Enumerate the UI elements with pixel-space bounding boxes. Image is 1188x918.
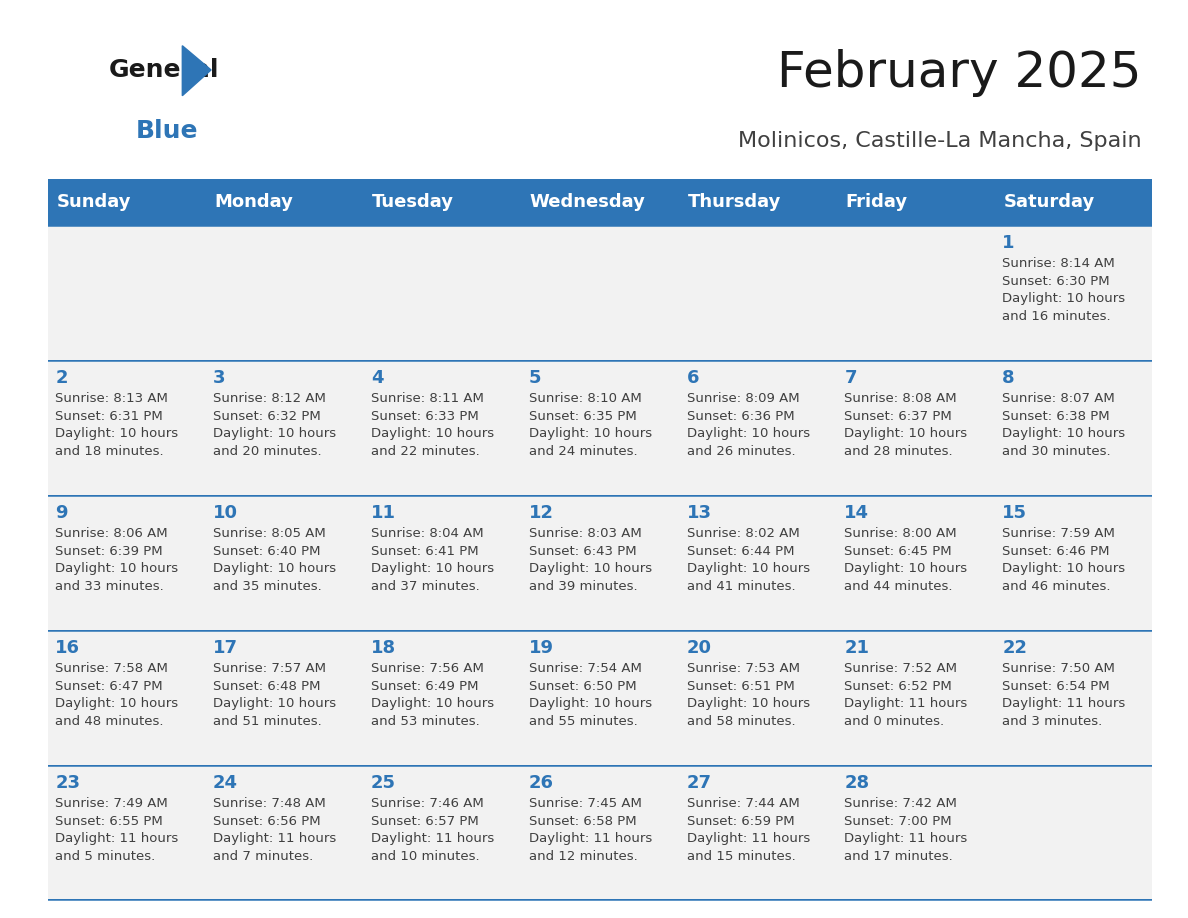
FancyBboxPatch shape — [48, 225, 1152, 360]
Text: 14: 14 — [845, 504, 870, 522]
Text: 4: 4 — [371, 369, 384, 387]
Text: 20: 20 — [687, 639, 712, 657]
Text: Sunrise: 7:56 AM
Sunset: 6:49 PM
Daylight: 10 hours
and 53 minutes.: Sunrise: 7:56 AM Sunset: 6:49 PM Dayligh… — [371, 662, 494, 728]
Text: 17: 17 — [213, 639, 238, 657]
Text: 22: 22 — [1003, 639, 1028, 657]
Text: Sunrise: 7:52 AM
Sunset: 6:52 PM
Daylight: 11 hours
and 0 minutes.: Sunrise: 7:52 AM Sunset: 6:52 PM Dayligh… — [845, 662, 968, 728]
Text: Sunrise: 8:08 AM
Sunset: 6:37 PM
Daylight: 10 hours
and 28 minutes.: Sunrise: 8:08 AM Sunset: 6:37 PM Dayligh… — [845, 392, 967, 458]
Text: Sunrise: 8:11 AM
Sunset: 6:33 PM
Daylight: 10 hours
and 22 minutes.: Sunrise: 8:11 AM Sunset: 6:33 PM Dayligh… — [371, 392, 494, 458]
Text: Sunrise: 7:50 AM
Sunset: 6:54 PM
Daylight: 11 hours
and 3 minutes.: Sunrise: 7:50 AM Sunset: 6:54 PM Dayligh… — [1003, 662, 1125, 728]
Text: Friday: Friday — [846, 193, 908, 211]
Text: Sunrise: 8:02 AM
Sunset: 6:44 PM
Daylight: 10 hours
and 41 minutes.: Sunrise: 8:02 AM Sunset: 6:44 PM Dayligh… — [687, 527, 810, 593]
Text: Sunrise: 7:45 AM
Sunset: 6:58 PM
Daylight: 11 hours
and 12 minutes.: Sunrise: 7:45 AM Sunset: 6:58 PM Dayligh… — [529, 797, 652, 863]
FancyBboxPatch shape — [48, 360, 1152, 495]
Text: General: General — [108, 58, 219, 82]
Text: Wednesday: Wednesday — [530, 193, 646, 211]
Text: 21: 21 — [845, 639, 870, 657]
Text: February 2025: February 2025 — [777, 49, 1142, 97]
Text: Sunrise: 8:05 AM
Sunset: 6:40 PM
Daylight: 10 hours
and 35 minutes.: Sunrise: 8:05 AM Sunset: 6:40 PM Dayligh… — [213, 527, 336, 593]
Polygon shape — [182, 46, 211, 95]
Text: Sunday: Sunday — [56, 193, 131, 211]
FancyBboxPatch shape — [48, 179, 1152, 225]
Text: Molinicos, Castille-La Mancha, Spain: Molinicos, Castille-La Mancha, Spain — [738, 131, 1142, 151]
Text: 5: 5 — [529, 369, 542, 387]
Text: Sunrise: 8:13 AM
Sunset: 6:31 PM
Daylight: 10 hours
and 18 minutes.: Sunrise: 8:13 AM Sunset: 6:31 PM Dayligh… — [56, 392, 178, 458]
Text: 25: 25 — [371, 774, 396, 792]
Text: 10: 10 — [213, 504, 238, 522]
Text: Sunrise: 7:49 AM
Sunset: 6:55 PM
Daylight: 11 hours
and 5 minutes.: Sunrise: 7:49 AM Sunset: 6:55 PM Dayligh… — [56, 797, 178, 863]
Text: Sunrise: 8:07 AM
Sunset: 6:38 PM
Daylight: 10 hours
and 30 minutes.: Sunrise: 8:07 AM Sunset: 6:38 PM Dayligh… — [1003, 392, 1125, 458]
Text: Tuesday: Tuesday — [372, 193, 454, 211]
FancyBboxPatch shape — [48, 495, 1152, 630]
Text: Sunrise: 8:09 AM
Sunset: 6:36 PM
Daylight: 10 hours
and 26 minutes.: Sunrise: 8:09 AM Sunset: 6:36 PM Dayligh… — [687, 392, 810, 458]
Text: Monday: Monday — [214, 193, 293, 211]
Text: Sunrise: 7:46 AM
Sunset: 6:57 PM
Daylight: 11 hours
and 10 minutes.: Sunrise: 7:46 AM Sunset: 6:57 PM Dayligh… — [371, 797, 494, 863]
Text: Sunrise: 7:53 AM
Sunset: 6:51 PM
Daylight: 10 hours
and 58 minutes.: Sunrise: 7:53 AM Sunset: 6:51 PM Dayligh… — [687, 662, 810, 728]
Text: 16: 16 — [56, 639, 81, 657]
Text: 19: 19 — [529, 639, 554, 657]
Text: Sunrise: 7:58 AM
Sunset: 6:47 PM
Daylight: 10 hours
and 48 minutes.: Sunrise: 7:58 AM Sunset: 6:47 PM Dayligh… — [56, 662, 178, 728]
Text: 26: 26 — [529, 774, 554, 792]
Text: Sunrise: 7:42 AM
Sunset: 7:00 PM
Daylight: 11 hours
and 17 minutes.: Sunrise: 7:42 AM Sunset: 7:00 PM Dayligh… — [845, 797, 968, 863]
Text: Saturday: Saturday — [1004, 193, 1094, 211]
Text: 11: 11 — [371, 504, 396, 522]
Text: 15: 15 — [1003, 504, 1028, 522]
Text: 18: 18 — [371, 639, 396, 657]
Text: 27: 27 — [687, 774, 712, 792]
Text: 6: 6 — [687, 369, 699, 387]
Text: 13: 13 — [687, 504, 712, 522]
Text: Sunrise: 8:04 AM
Sunset: 6:41 PM
Daylight: 10 hours
and 37 minutes.: Sunrise: 8:04 AM Sunset: 6:41 PM Dayligh… — [371, 527, 494, 593]
FancyBboxPatch shape — [48, 630, 1152, 765]
Text: Sunrise: 7:54 AM
Sunset: 6:50 PM
Daylight: 10 hours
and 55 minutes.: Sunrise: 7:54 AM Sunset: 6:50 PM Dayligh… — [529, 662, 652, 728]
Text: Sunrise: 8:03 AM
Sunset: 6:43 PM
Daylight: 10 hours
and 39 minutes.: Sunrise: 8:03 AM Sunset: 6:43 PM Dayligh… — [529, 527, 652, 593]
Text: Sunrise: 8:10 AM
Sunset: 6:35 PM
Daylight: 10 hours
and 24 minutes.: Sunrise: 8:10 AM Sunset: 6:35 PM Dayligh… — [529, 392, 652, 458]
Text: 8: 8 — [1003, 369, 1015, 387]
Text: 2: 2 — [56, 369, 68, 387]
Text: 28: 28 — [845, 774, 870, 792]
Text: 24: 24 — [213, 774, 238, 792]
Text: Sunrise: 7:57 AM
Sunset: 6:48 PM
Daylight: 10 hours
and 51 minutes.: Sunrise: 7:57 AM Sunset: 6:48 PM Dayligh… — [213, 662, 336, 728]
Text: Sunrise: 8:14 AM
Sunset: 6:30 PM
Daylight: 10 hours
and 16 minutes.: Sunrise: 8:14 AM Sunset: 6:30 PM Dayligh… — [1003, 257, 1125, 323]
FancyBboxPatch shape — [48, 765, 1152, 900]
Text: 3: 3 — [213, 369, 226, 387]
Text: Sunrise: 8:12 AM
Sunset: 6:32 PM
Daylight: 10 hours
and 20 minutes.: Sunrise: 8:12 AM Sunset: 6:32 PM Dayligh… — [213, 392, 336, 458]
Text: 9: 9 — [56, 504, 68, 522]
Text: Sunrise: 7:48 AM
Sunset: 6:56 PM
Daylight: 11 hours
and 7 minutes.: Sunrise: 7:48 AM Sunset: 6:56 PM Dayligh… — [213, 797, 336, 863]
Text: Thursday: Thursday — [688, 193, 781, 211]
Text: 7: 7 — [845, 369, 857, 387]
Text: Blue: Blue — [135, 118, 198, 142]
Text: Sunrise: 8:06 AM
Sunset: 6:39 PM
Daylight: 10 hours
and 33 minutes.: Sunrise: 8:06 AM Sunset: 6:39 PM Dayligh… — [56, 527, 178, 593]
Text: Sunrise: 8:00 AM
Sunset: 6:45 PM
Daylight: 10 hours
and 44 minutes.: Sunrise: 8:00 AM Sunset: 6:45 PM Dayligh… — [845, 527, 967, 593]
Text: Sunrise: 7:59 AM
Sunset: 6:46 PM
Daylight: 10 hours
and 46 minutes.: Sunrise: 7:59 AM Sunset: 6:46 PM Dayligh… — [1003, 527, 1125, 593]
Text: Sunrise: 7:44 AM
Sunset: 6:59 PM
Daylight: 11 hours
and 15 minutes.: Sunrise: 7:44 AM Sunset: 6:59 PM Dayligh… — [687, 797, 810, 863]
Text: 1: 1 — [1003, 234, 1015, 252]
Text: 12: 12 — [529, 504, 554, 522]
Text: 23: 23 — [56, 774, 81, 792]
